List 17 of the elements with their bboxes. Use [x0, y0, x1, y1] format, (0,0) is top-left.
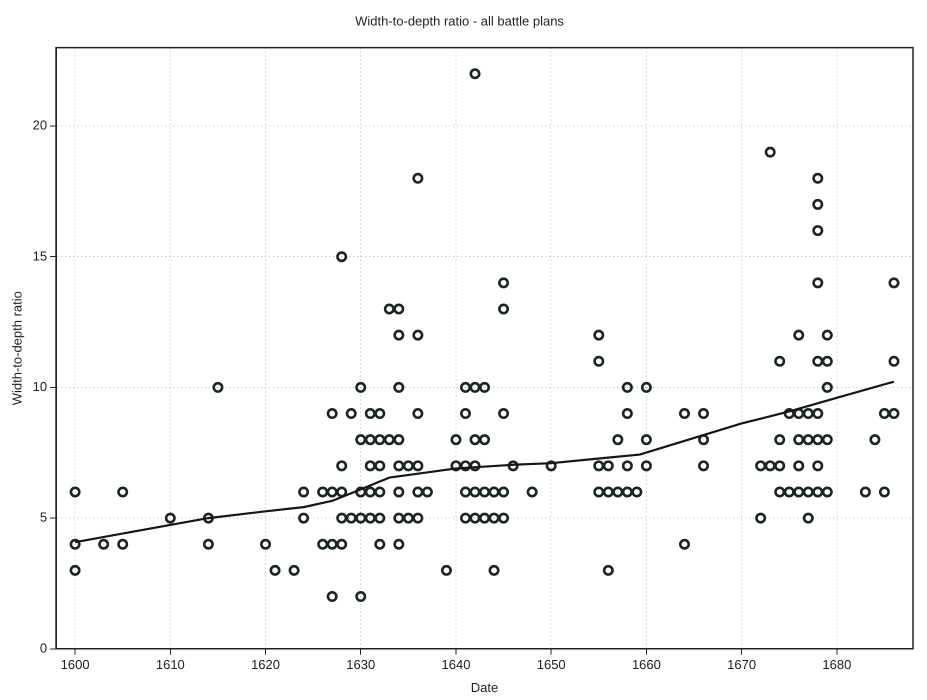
y-tick-label: 0 [40, 640, 48, 656]
y-tick-label: 5 [40, 510, 48, 525]
x-tick-label: 1670 [727, 657, 756, 672]
y-axis-title: Width-to-depth ratio [9, 291, 24, 406]
x-tick-label: 1600 [60, 657, 90, 672]
x-tick-label: 1620 [251, 657, 280, 672]
y-tick-label: 20 [32, 118, 48, 133]
x-tick-label: 1630 [346, 657, 376, 672]
x-tick-label: 1640 [442, 657, 470, 672]
x-tick-label: 1610 [156, 657, 185, 672]
x-axis-title: Date [470, 680, 498, 695]
chart-title: Width-to-depth ratio - all battle plans [355, 13, 564, 28]
x-tick-label: 1680 [822, 657, 852, 672]
x-tick-label: 1650 [536, 657, 566, 672]
y-tick-label: 15 [32, 248, 48, 264]
x-tick-label: 1660 [632, 657, 661, 672]
y-tick-label: 10 [32, 378, 48, 394]
